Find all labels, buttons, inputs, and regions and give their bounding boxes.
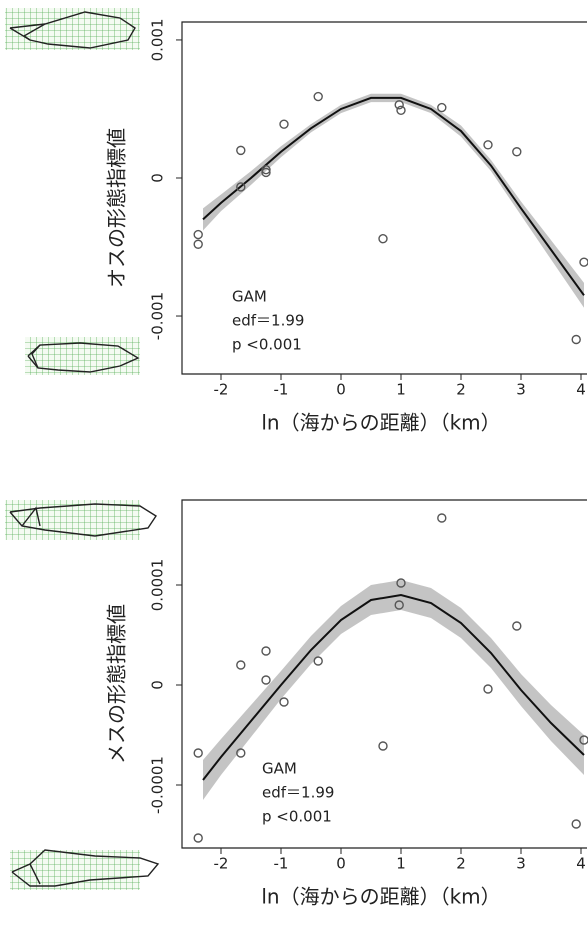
data-point xyxy=(261,675,271,685)
fit-line xyxy=(202,593,585,781)
x-tick-label: 3 xyxy=(516,855,526,873)
data-point xyxy=(483,684,493,694)
data-point xyxy=(236,182,246,192)
annotation: edf＝1.99 xyxy=(262,784,334,802)
data-point xyxy=(313,91,323,102)
data-point xyxy=(579,257,588,267)
x-tick-label: 4 xyxy=(576,381,586,399)
data-point xyxy=(279,697,289,707)
shape-thumbnail xyxy=(25,337,140,375)
data-point xyxy=(394,100,404,110)
x-tick-label: 2 xyxy=(456,855,466,873)
data-point xyxy=(193,239,203,249)
x-tick-label: -1 xyxy=(274,381,289,399)
axis-frame xyxy=(181,21,587,375)
shape-thumbnail xyxy=(10,849,160,890)
y-axis-label: オスの形態指標値 xyxy=(105,128,129,288)
y-tick-label: 0.0001 xyxy=(149,559,167,612)
data-point xyxy=(193,833,203,843)
data-point xyxy=(236,748,246,758)
y-tick-label: -0.0001 xyxy=(149,756,167,814)
data-point xyxy=(261,167,271,178)
data-point xyxy=(437,513,447,523)
data-point xyxy=(396,578,406,588)
y-tick-label: 0.001 xyxy=(149,18,167,61)
x-tick-label: 0 xyxy=(336,381,346,399)
data-point xyxy=(396,105,406,116)
data-point xyxy=(236,145,246,156)
annotation: p <0.001 xyxy=(232,336,302,354)
x-axis-label: ln（海からの距離）（km） xyxy=(261,411,500,435)
y-tick-label: -0.001 xyxy=(149,292,167,340)
x-tick-label: 1 xyxy=(396,381,406,399)
data-point xyxy=(512,621,522,631)
annotation: p <0.001 xyxy=(262,808,332,826)
shape-thumbnail xyxy=(5,8,140,50)
x-tick-label: -2 xyxy=(214,855,229,873)
x-tick-label: 1 xyxy=(396,855,406,873)
data-point xyxy=(571,819,581,829)
data-point xyxy=(279,119,289,129)
data-point xyxy=(483,140,493,150)
annotation: GAM xyxy=(232,288,267,306)
x-tick-label: -1 xyxy=(274,855,289,873)
data-point xyxy=(571,334,581,345)
shape-thumbnail xyxy=(5,500,157,540)
fit-line xyxy=(202,96,585,296)
x-axis-label: ln（海からの距離）（km） xyxy=(261,885,500,909)
data-point xyxy=(261,646,271,656)
annotation: edf＝1.99 xyxy=(232,312,304,330)
data-point xyxy=(261,165,271,175)
data-point xyxy=(579,735,588,745)
y-tick-label: 0 xyxy=(149,173,167,183)
x-tick-label: -2 xyxy=(214,381,229,399)
x-tick-label: 4 xyxy=(576,855,586,873)
x-tick-label: 2 xyxy=(456,381,466,399)
confidence-band xyxy=(203,580,584,800)
data-point xyxy=(193,748,203,758)
y-axis-label: メスの形態指標値 xyxy=(105,604,129,764)
annotation: GAM xyxy=(262,760,297,778)
data-point xyxy=(394,600,404,610)
confidence-band xyxy=(203,93,584,308)
data-point xyxy=(378,741,388,751)
data-point xyxy=(378,234,388,244)
data-point xyxy=(193,229,203,240)
x-tick-label: 3 xyxy=(516,381,526,399)
data-point xyxy=(437,102,447,113)
axis-frame xyxy=(181,499,587,849)
x-tick-label: 0 xyxy=(336,855,346,873)
data-point xyxy=(512,147,522,157)
y-tick-label: 0 xyxy=(149,680,167,690)
data-point xyxy=(236,660,246,670)
data-point xyxy=(313,656,323,666)
